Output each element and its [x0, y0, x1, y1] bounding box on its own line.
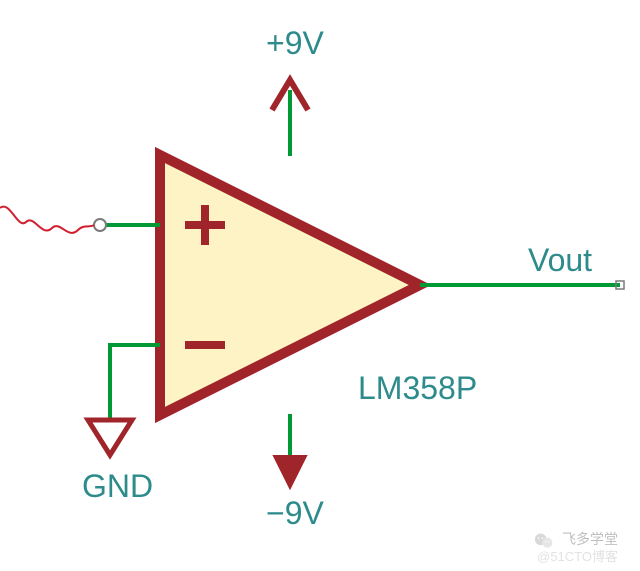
- neg-supply-arrowhead: [274, 456, 306, 488]
- gnd-symbol: [88, 420, 132, 455]
- output-label: Vout: [528, 242, 592, 279]
- input-signal-squiggle: [0, 207, 94, 233]
- minus-input-to-gnd-wire: [110, 345, 160, 420]
- watermark-faint: @51CTO博客: [537, 546, 618, 565]
- pos-supply-label: +9V: [266, 25, 324, 62]
- part-label: LM358P: [358, 370, 477, 407]
- plus-input-pin: [94, 219, 106, 231]
- gnd-label: GND: [82, 468, 153, 505]
- neg-supply-label: −9V: [266, 495, 324, 532]
